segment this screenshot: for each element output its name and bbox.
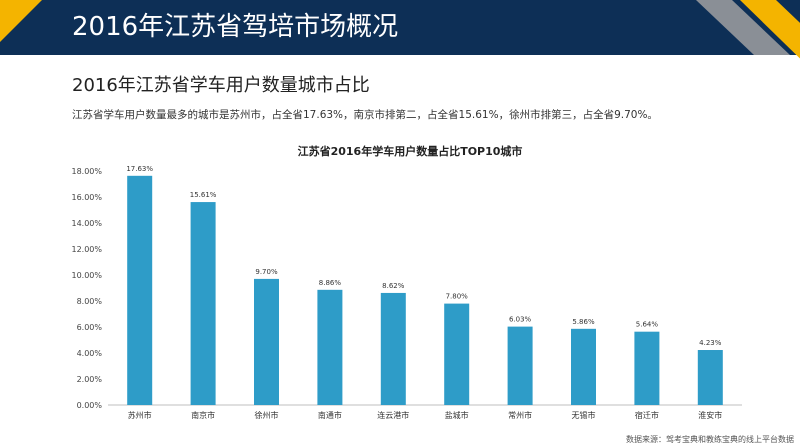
data-label: 9.70% xyxy=(255,268,278,276)
bar-7 xyxy=(507,326,533,405)
data-label: 7.80% xyxy=(446,293,469,301)
data-label: 5.86% xyxy=(572,318,595,326)
y-tick-label: 8.00% xyxy=(77,297,103,306)
page-title: 2016年江苏省驾培市场概况 xyxy=(72,12,399,42)
data-label: 5.64% xyxy=(636,321,659,329)
category-label: 无锡市 xyxy=(572,410,596,420)
y-tick-label: 4.00% xyxy=(77,349,103,358)
category-label: 南京市 xyxy=(191,410,215,420)
bar-10 xyxy=(697,350,723,405)
data-label: 17.63% xyxy=(126,165,153,173)
data-source: 数据来源：驾考宝典和教练宝典的线上平台数据 xyxy=(626,435,794,444)
y-tick-label: 0.00% xyxy=(77,401,103,410)
bar-6 xyxy=(444,303,470,405)
section-subtitle: 2016年江苏省学车用户数量城市占比 xyxy=(72,75,370,96)
data-label: 8.86% xyxy=(319,279,342,287)
category-label: 南通市 xyxy=(318,410,342,420)
bar-1 xyxy=(127,175,153,405)
data-label: 8.62% xyxy=(382,282,405,290)
bar-8 xyxy=(571,328,596,405)
category-label: 苏州市 xyxy=(128,410,152,420)
category-label: 连云港市 xyxy=(377,410,409,420)
bar-9 xyxy=(634,331,660,405)
data-label: 4.23% xyxy=(699,339,722,347)
y-tick-label: 12.00% xyxy=(71,245,102,254)
data-label: 6.03% xyxy=(509,316,532,324)
y-tick-label: 14.00% xyxy=(71,219,102,228)
data-label: 15.61% xyxy=(190,191,217,199)
category-label: 徐州市 xyxy=(255,410,279,420)
y-tick-label: 2.00% xyxy=(77,375,103,384)
category-label: 宿迁市 xyxy=(635,410,659,420)
bar-3 xyxy=(254,278,279,405)
category-label: 淮安市 xyxy=(698,410,722,420)
bar-5 xyxy=(380,292,406,405)
category-label: 盐城市 xyxy=(445,410,469,420)
category-label: 常州市 xyxy=(508,410,532,420)
chart-title: 江苏省2016年学车用户数量占比TOP10城市 xyxy=(298,144,523,158)
y-tick-label: 10.00% xyxy=(71,271,102,280)
section-description: 江苏省学车用户数量最多的城市是苏州市，占全省17.63%，南京市排第二，占全省1… xyxy=(72,109,658,121)
bar-4 xyxy=(317,289,343,405)
y-tick-label: 6.00% xyxy=(77,323,103,332)
corner-accent-left xyxy=(0,0,42,42)
y-tick-label: 16.00% xyxy=(71,193,102,202)
y-tick-label: 18.00% xyxy=(71,167,102,176)
bar-2 xyxy=(190,202,216,405)
corner-decoration xyxy=(696,0,800,59)
header-bar xyxy=(0,0,800,55)
